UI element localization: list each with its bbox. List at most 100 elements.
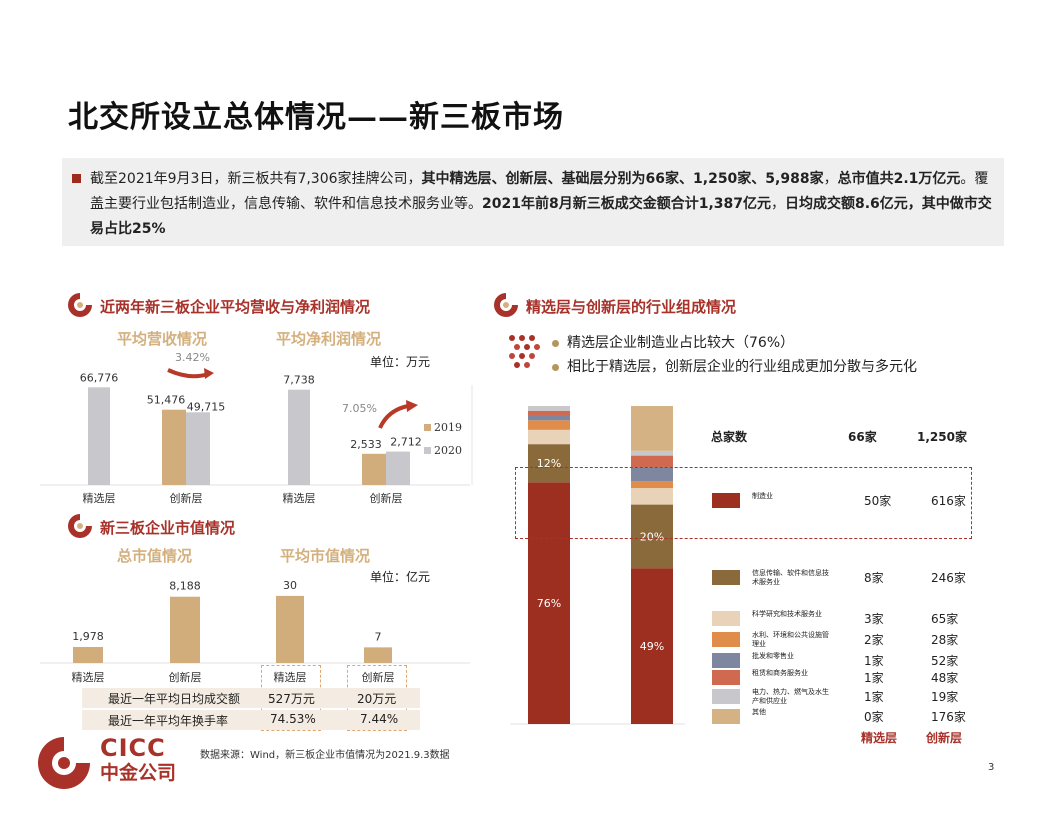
summary-bullet-icon [72, 174, 81, 183]
legend-swatch [712, 611, 740, 626]
bar-label: 8,188 [169, 580, 201, 593]
legend-2019: 2019 [434, 421, 462, 434]
legend-name: 租赁和商务服务业 [752, 669, 808, 677]
page-number: 3 [988, 762, 995, 773]
x-tick-label: 创新层 [370, 491, 403, 505]
dots-cluster-icon [509, 335, 540, 368]
growth-arrow-icon [378, 400, 418, 429]
section1-title: 近两年新三板企业平均营收与净利润情况 [100, 298, 371, 316]
x-tick-label: 精选层 [283, 492, 316, 505]
x-tick-label: 精选层 [274, 671, 307, 684]
bar-label: 2,712 [390, 436, 422, 449]
bar-label: 2,533 [350, 438, 382, 451]
bar-cap [364, 647, 392, 663]
segment-label: 12% [537, 457, 561, 470]
count-jx: 2家 [864, 633, 884, 647]
count-cx: 52家 [931, 654, 959, 668]
sub-title-avg-cap: 平均市值情况 [280, 547, 371, 565]
bar-label: 49,715 [187, 400, 226, 413]
stack-segment [631, 488, 673, 505]
stack-segment [631, 504, 673, 569]
table-row-2-jx: 74.53% [270, 712, 316, 726]
table-row-2-bg [82, 710, 420, 730]
unit-label-1: 单位：万元 [370, 355, 431, 369]
x-tick-label: 精选层 [83, 492, 116, 505]
legend-swatch-2019 [424, 424, 431, 431]
header-jx: 66家 [848, 430, 877, 444]
legend-swatch [712, 709, 740, 724]
stack-segment [528, 420, 570, 430]
legend-swatch [712, 632, 740, 647]
legend-name: 水利、环境和公共设施管理业 [752, 631, 829, 648]
legend-swatch [712, 493, 740, 508]
bar-cap [170, 596, 200, 663]
stack-segment [631, 406, 673, 451]
x-tick-label: 创新层 [362, 670, 395, 684]
stack-segment [528, 410, 570, 416]
bar-jx-2020 [88, 387, 110, 485]
x-tick-label: 创新层 [170, 491, 203, 505]
count-jx: 1家 [864, 654, 884, 668]
right-bullet-2: 相比于精选层，创新层企业的行业组成更加分散与多元化 [552, 356, 917, 376]
count-jx: 50家 [864, 494, 892, 508]
growth-revenue: 3.42% [175, 351, 210, 364]
count-cx: 65家 [931, 612, 959, 626]
count-cx: 176家 [931, 710, 966, 724]
segment-label: 49% [640, 640, 664, 653]
stack-segment [631, 481, 673, 489]
section-swirl-icon [68, 293, 92, 317]
bar-label: 7 [375, 630, 382, 643]
section3-title: 精选层与创新层的行业组成情况 [526, 298, 737, 316]
count-jx: 0家 [864, 710, 884, 724]
right-bullet-1: 精选层企业制造业占比较大（76%） [552, 332, 794, 352]
logo-en: CICC [100, 734, 166, 762]
growth-profit: 7.05% [342, 402, 377, 415]
chart-market-cap: 1,978 精选层 8,188 创新层 30 精选层 7 创新层 [40, 579, 470, 684]
foot-cx: 创新层 [926, 731, 963, 745]
stack-segment [631, 467, 673, 482]
sub-title-total-cap: 总市值情况 [117, 547, 193, 565]
legend-name: 制造业 [752, 492, 773, 500]
right-bullet-2-text: 相比于精选层，创新层企业的行业组成更加分散与多元化 [567, 359, 917, 375]
section-swirl-icon [494, 293, 518, 317]
sub-title-revenue: 平均营收情况 [117, 330, 208, 348]
count-jx: 1家 [864, 671, 884, 685]
bullet-dot-icon [552, 363, 559, 371]
segment-label: 76% [537, 597, 561, 610]
summary-part8: 日均成交额8.6亿元，其中做市交易占比25% [90, 196, 992, 237]
summary-part3: ， [823, 171, 838, 187]
legend-swatch [712, 670, 740, 685]
table-row-2-cx: 7.44% [360, 712, 399, 726]
header-cx: 1,250家 [917, 430, 967, 444]
growth-arrow-icon [167, 368, 214, 379]
count-cx: 616家 [931, 494, 966, 508]
footer-source: 数据来源：Wind，新三板企业市值情况为2021.9.3数据 [200, 750, 450, 761]
x-tick-label: 创新层 [169, 670, 202, 684]
stack-segment [528, 482, 570, 724]
bar-cap [276, 595, 304, 663]
count-cx: 19家 [931, 690, 959, 704]
summary-part1: 截至2021年9月3日，新三板共有7,306家挂牌公司， [90, 171, 422, 187]
legend-name: 科学研究和技术服务业 [752, 610, 822, 618]
count-jx: 1家 [864, 690, 884, 704]
legend-name: 信息传输、软件和信息技术服务业 [752, 569, 829, 586]
bar-label: 1,978 [72, 630, 104, 643]
count-cx: 246家 [931, 571, 966, 585]
header-total: 总家数 [711, 430, 748, 444]
segment-label: 20% [640, 530, 664, 543]
count-cx: 48家 [931, 671, 959, 685]
section2-title: 新三板企业市值情况 [100, 519, 236, 537]
stack-segment [528, 415, 570, 421]
legend-name: 批发和零售业 [752, 652, 794, 660]
summary-part5: 。覆盖主要行业包括制造业，信息传输、软件和信息技术服务业等。 [90, 171, 989, 212]
legend-2020: 2020 [434, 444, 462, 457]
logo-cn: 中金公司 [100, 762, 177, 784]
bar-label: 7,738 [283, 374, 315, 387]
summary-part6: 2021年前8月新三板成交金额合计1,387亿元 [482, 196, 771, 212]
bar-cap [73, 646, 103, 663]
bar-label: 66,776 [80, 371, 119, 384]
legend-name: 电力、热力、燃气及水生产和供应业 [752, 688, 829, 705]
table-row-2-label: 最近一年平均年换手率 [108, 714, 229, 728]
count-jx: 8家 [864, 571, 884, 585]
